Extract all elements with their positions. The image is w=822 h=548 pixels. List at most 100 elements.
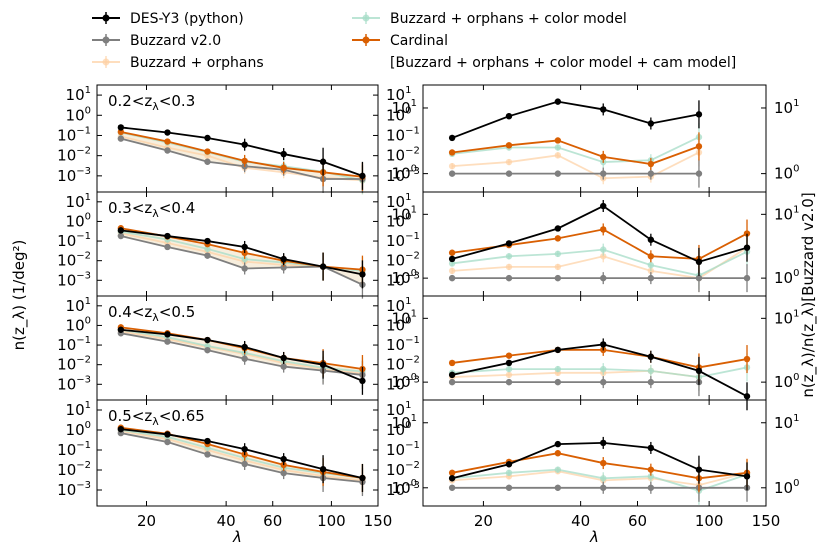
counts-line-card-0 xyxy=(120,131,363,178)
counts-point-des xyxy=(280,354,287,362)
y-tick-label-right: 101 xyxy=(392,204,417,223)
ratio-point-des xyxy=(647,353,655,360)
ratio-point-color xyxy=(448,260,456,267)
legend-marker-buzz xyxy=(102,36,110,44)
y-tick-label-left: 101 xyxy=(66,192,91,211)
ratio-point-card xyxy=(647,253,655,260)
counts-point-des xyxy=(164,331,171,338)
ratio-point-buzz xyxy=(448,170,456,177)
counts-point-buzz xyxy=(241,355,248,362)
counts-point-buzz xyxy=(280,264,287,271)
y-tick-label-left-mirror: 10−1 xyxy=(386,125,420,144)
counts-point-buzz xyxy=(164,438,171,446)
ratio-point-card xyxy=(554,235,562,242)
ratio-point-card xyxy=(554,137,562,144)
ratio-point-card xyxy=(647,160,655,168)
y-tick-label-left-mirror: 100 xyxy=(386,315,411,334)
y-tick-label-left-mirror: 10−1 xyxy=(386,335,420,354)
ratio-point-color xyxy=(554,144,562,151)
y-tick-label-right-mirror: 100 xyxy=(774,478,799,497)
y-tick-label-right-mirror: 101 xyxy=(774,98,799,117)
counts-point-buzz xyxy=(204,451,211,458)
y-tick-label-right-mirror: 101 xyxy=(774,204,799,223)
ratio-point-buzz xyxy=(600,170,607,177)
ratio-point-des xyxy=(448,371,456,379)
ratio-panel-frame-3 xyxy=(422,399,767,507)
ratio-x-tick-label: 150 xyxy=(752,512,781,530)
y-tick-label-right: 100 xyxy=(392,478,417,497)
legend-label-des: DES-Y3 (python) xyxy=(130,11,244,27)
y-tick-label-left: 10−2 xyxy=(57,460,91,479)
ratio-point-orph xyxy=(505,158,513,166)
counts-point-buzz xyxy=(117,232,125,240)
ratio-point-des xyxy=(554,98,562,105)
y-tick-label-left: 101 xyxy=(66,400,91,419)
y-tick-label-left-mirror: 100 xyxy=(386,420,411,439)
ratio-point-buzz xyxy=(505,170,513,177)
ratio-point-des xyxy=(647,120,655,127)
y-tick-label-right: 100 xyxy=(392,164,417,183)
counts-point-des xyxy=(359,377,366,385)
counts-point-buzz xyxy=(164,243,171,251)
ratio-point-buzz xyxy=(505,274,513,282)
ratio-point-buzz xyxy=(448,378,456,386)
ratio-line-color-1 xyxy=(452,248,748,277)
counts-point-des xyxy=(359,271,366,278)
counts-point-des xyxy=(204,437,211,445)
ratio-point-card xyxy=(695,143,703,150)
ratio-line-color-0 xyxy=(452,136,700,163)
ratio-point-buzz xyxy=(600,274,607,282)
y-tick-label-left-mirror: 101 xyxy=(386,296,411,315)
ratio-x-tick-label: 40 xyxy=(571,512,590,530)
ratio-point-card xyxy=(505,352,513,359)
ratio-point-color xyxy=(600,246,607,253)
counts-point-buzz xyxy=(280,469,287,477)
counts-point-buzz xyxy=(164,338,171,345)
counts-point-des xyxy=(164,129,171,136)
ratio-point-des xyxy=(448,475,456,482)
ratio-x-tick-label: 20 xyxy=(474,512,493,530)
legend-label2-card: [Buzzard + orphans + color model + cam m… xyxy=(390,55,736,71)
counts-point-des xyxy=(319,465,327,473)
y-tick-label-left: 10−3 xyxy=(57,270,91,289)
left-y-axis-title: n(z_λ) (1/deg²) xyxy=(10,240,29,351)
counts-point-des xyxy=(164,431,171,438)
counts-point-buzz xyxy=(204,158,211,165)
ratio-point-des xyxy=(695,111,703,118)
ratio-point-buzz xyxy=(743,274,751,282)
ratio-point-des xyxy=(505,112,513,120)
ratio-point-des xyxy=(647,444,655,452)
ratio-point-card xyxy=(554,450,562,457)
ratio-point-color xyxy=(505,469,513,477)
counts-point-color xyxy=(204,245,211,253)
y-tick-label-left-mirror: 10−3 xyxy=(386,374,420,393)
ratio-point-buzz xyxy=(554,378,562,386)
y-tick-label-left-mirror: 100 xyxy=(386,211,411,230)
ratio-point-des xyxy=(695,367,703,375)
ratio-point-des xyxy=(600,202,607,210)
y-tick-label-left: 10−3 xyxy=(57,374,91,393)
counts-point-card xyxy=(164,138,171,145)
ratio-x-tick-label: 60 xyxy=(628,512,647,530)
ratio-point-des xyxy=(505,240,513,247)
y-tick-label-left: 10−2 xyxy=(57,355,91,374)
ratio-point-des xyxy=(554,225,562,232)
counts-panel-frame-3 xyxy=(96,399,379,507)
counts-point-des xyxy=(319,263,327,270)
counts-point-des xyxy=(117,425,125,433)
counts-point-buzz xyxy=(204,252,211,259)
ratio-point-color xyxy=(600,475,607,482)
legend-label-orph: Buzzard + orphans xyxy=(130,55,264,71)
ratio-point-orph xyxy=(505,263,513,271)
y-tick-label-left: 101 xyxy=(66,296,91,315)
counts-point-des xyxy=(359,474,366,482)
counts-point-buzz xyxy=(241,460,248,468)
y-tick-label-left: 101 xyxy=(66,85,91,104)
counts-x-tick-label: 40 xyxy=(217,512,236,530)
ratio-point-card xyxy=(743,355,751,363)
counts-point-card xyxy=(280,164,287,172)
y-tick-label-left-mirror: 10−2 xyxy=(386,460,420,479)
ratio-point-buzz xyxy=(695,274,703,282)
y-tick-label-left: 100 xyxy=(66,105,91,124)
counts-point-card xyxy=(204,148,211,155)
